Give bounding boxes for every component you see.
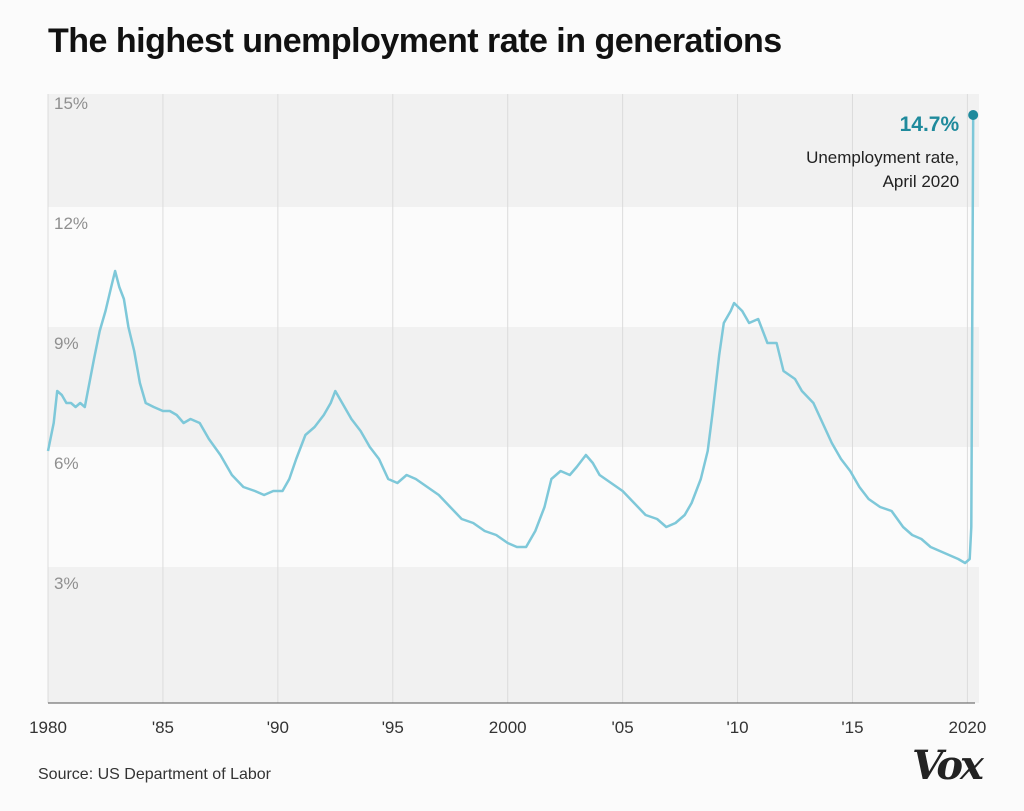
x-tick-label: 1980 (29, 718, 67, 737)
background-band (48, 207, 979, 327)
unemployment-line (46, 114, 975, 565)
y-tick-label: 3% (54, 574, 79, 593)
x-tick-label: 2020 (949, 718, 987, 737)
vox-logo: Vox (912, 742, 984, 789)
y-tick-label: 12% (54, 214, 88, 233)
y-tick-label: 15% (54, 94, 88, 113)
x-tick-label: 2000 (489, 718, 527, 737)
x-tick-label: '10 (726, 718, 748, 737)
annotation-line1: Unemployment rate, (806, 148, 959, 167)
annotation-value: 14.7% (900, 113, 960, 136)
x-tick-label: '95 (382, 718, 404, 737)
background-band (48, 567, 979, 703)
source-note: Source: US Department of Labor (38, 766, 272, 783)
peak-point (968, 110, 979, 120)
background-band (48, 94, 979, 207)
x-tick-label: '85 (152, 718, 174, 737)
background-band (48, 447, 979, 567)
x-tick-label: '15 (841, 718, 863, 737)
background-band (48, 327, 979, 447)
x-tick-label: '05 (612, 718, 634, 737)
chart-title: The highest unemployment rate in generat… (48, 22, 782, 60)
annotation-line2: April 2020 (883, 172, 960, 191)
y-tick-label: 6% (54, 454, 79, 473)
y-tick-label: 9% (54, 334, 79, 353)
x-tick-label: '90 (267, 718, 289, 737)
